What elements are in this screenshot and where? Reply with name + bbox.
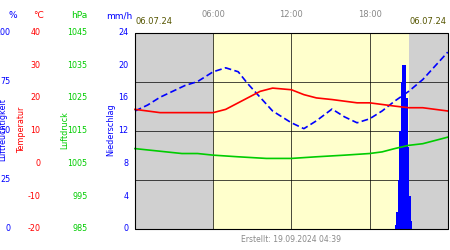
Text: Luftdruck: Luftdruck: [61, 111, 70, 149]
Bar: [401, 82, 405, 229]
Text: 1035: 1035: [68, 61, 88, 70]
Text: 995: 995: [72, 192, 88, 200]
Text: 0: 0: [5, 224, 10, 233]
Text: 25: 25: [0, 175, 10, 184]
Bar: [399, 130, 403, 229]
Text: 30: 30: [31, 61, 40, 70]
Text: 12:00: 12:00: [279, 10, 303, 19]
Text: 0: 0: [123, 224, 128, 233]
Bar: [402, 65, 406, 229]
Text: 40: 40: [31, 28, 40, 37]
Text: hPa: hPa: [71, 11, 87, 20]
Text: 4: 4: [123, 192, 128, 200]
Text: 1045: 1045: [68, 28, 88, 37]
Text: -10: -10: [27, 192, 40, 200]
Text: 20: 20: [118, 61, 128, 70]
Text: 0: 0: [36, 159, 40, 168]
Bar: [407, 196, 411, 229]
Text: 10: 10: [31, 126, 40, 135]
Text: 985: 985: [72, 224, 88, 233]
Text: 20: 20: [31, 94, 40, 102]
Text: -20: -20: [27, 224, 40, 233]
Text: 1015: 1015: [68, 126, 88, 135]
Text: 8: 8: [123, 159, 128, 168]
Bar: [404, 98, 408, 229]
Text: °C: °C: [33, 11, 44, 20]
Text: Luftfeuchtigkeit: Luftfeuchtigkeit: [0, 98, 8, 162]
Text: 1005: 1005: [68, 159, 88, 168]
Bar: [396, 212, 400, 229]
Text: 16: 16: [118, 94, 128, 102]
Bar: [409, 32, 448, 229]
Bar: [213, 32, 409, 229]
Text: Erstellt: 19.09.2024 04:39: Erstellt: 19.09.2024 04:39: [241, 235, 342, 244]
Text: 06.07.24: 06.07.24: [410, 17, 447, 26]
Text: Niederschlag: Niederschlag: [107, 104, 116, 156]
Text: 06.07.24: 06.07.24: [136, 17, 173, 26]
Text: 18:00: 18:00: [358, 10, 382, 19]
Text: Temperatur: Temperatur: [17, 107, 26, 153]
Text: 24: 24: [118, 28, 128, 37]
Text: 75: 75: [0, 77, 10, 86]
Bar: [398, 180, 401, 229]
Text: %: %: [8, 11, 17, 20]
Text: 06:00: 06:00: [201, 10, 225, 19]
Bar: [135, 32, 213, 229]
Text: 100: 100: [0, 28, 10, 37]
Text: 12: 12: [118, 126, 128, 135]
Bar: [395, 225, 398, 229]
Bar: [405, 147, 410, 229]
Bar: [135, 32, 448, 229]
Text: 50: 50: [0, 126, 10, 135]
Bar: [409, 220, 412, 229]
Text: 1025: 1025: [68, 94, 88, 102]
Text: mm/h: mm/h: [106, 11, 132, 20]
